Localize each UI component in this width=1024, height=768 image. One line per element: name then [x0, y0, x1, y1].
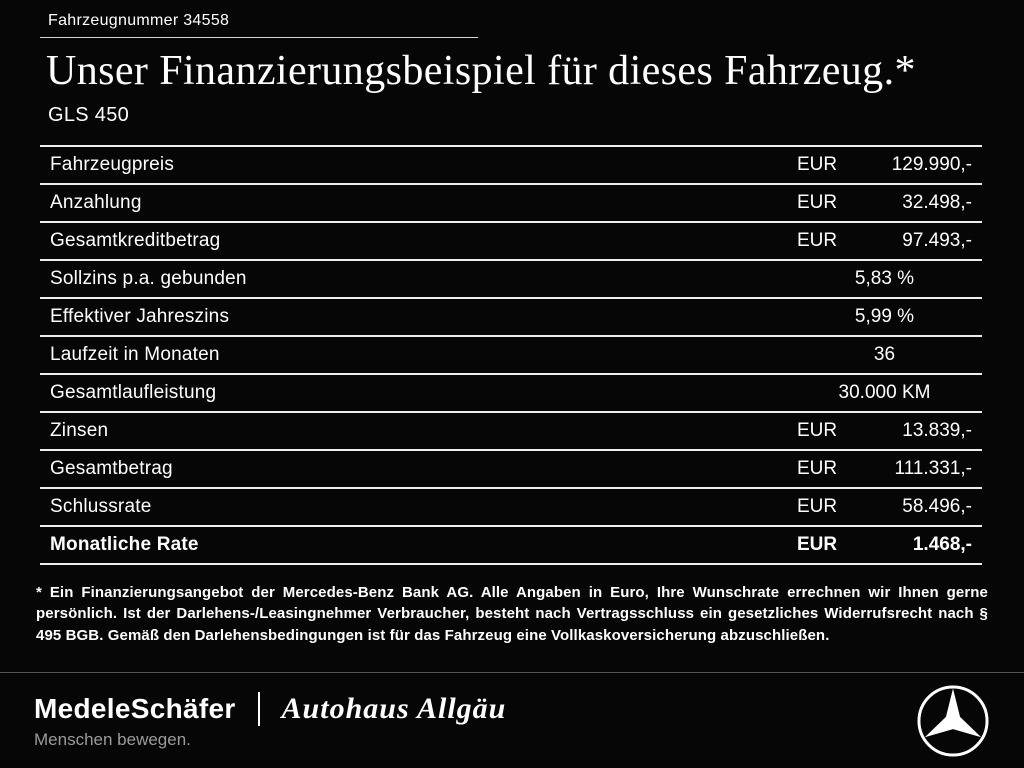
table-row: Gesamtbetrag EUR 111.331,-	[40, 451, 982, 490]
footer: MedeleSchäfer Autohaus Allgäu Menschen b…	[0, 672, 1024, 768]
row-value: 30.000 KM	[838, 382, 931, 404]
table-row: Sollzins p.a. gebunden 5,83 %	[40, 261, 982, 300]
dealer-logo-medeleschaefer: MedeleSchäfer	[34, 692, 236, 724]
vehicle-number: Fahrzeugnummer 34558	[40, 12, 478, 38]
table-row: Effektiver Jahreszins 5,99 %	[40, 299, 982, 338]
row-value: 5,83 %	[854, 268, 915, 290]
row-currency: EUR	[797, 230, 838, 252]
row-value: 58.496,-	[902, 496, 972, 518]
table-row: Fahrzeugpreis EUR 129.990,-	[40, 147, 982, 186]
row-label: Gesamtkreditbetrag	[50, 230, 221, 252]
finance-table: Fahrzeugpreis EUR 129.990,- Anzahlung EUR…	[40, 145, 982, 566]
row-label: Fahrzeugpreis	[50, 154, 175, 176]
row-currency: EUR	[797, 534, 838, 556]
row-label: Gesamtbetrag	[50, 458, 173, 480]
row-value: 13.839,-	[902, 420, 972, 442]
row-currency: EUR	[797, 496, 838, 518]
row-label: Sollzins p.a. gebunden	[50, 268, 247, 290]
row-label: Monatliche Rate	[50, 534, 199, 556]
row-currency: EUR	[797, 420, 838, 442]
row-label: Effektiver Jahreszins	[50, 306, 230, 328]
table-row: Schlussrate EUR 58.496,-	[40, 489, 982, 528]
mercedes-star-icon	[916, 684, 990, 758]
dealer-logo-autohaus-allgaeu: Autohaus Allgäu	[281, 691, 507, 725]
table-row-monthly-rate: Monatliche Rate EUR 1.468,-	[40, 527, 982, 566]
row-label: Anzahlung	[50, 192, 142, 214]
dealer-tagline: Menschen bewegen.	[34, 729, 191, 749]
table-row: Zinsen EUR 13.839,-	[40, 413, 982, 452]
vehicle-model: GLS 450	[48, 104, 130, 127]
table-row: Gesamtkreditbetrag EUR 97.493,-	[40, 223, 982, 262]
row-currency: EUR	[797, 458, 838, 480]
row-label: Laufzeit in Monaten	[50, 344, 220, 366]
page-title: Unser Finanzierungsbeispiel für dieses F…	[46, 48, 916, 94]
row-value: 1.468,-	[912, 534, 972, 556]
row-label: Zinsen	[50, 420, 109, 442]
table-row: Anzahlung EUR 32.498,-	[40, 185, 982, 224]
header: Fahrzeugnummer 34558 Unser Finanzierungs…	[0, 0, 1024, 127]
row-currency: EUR	[797, 192, 838, 214]
row-value: 5,99 %	[854, 306, 915, 328]
row-value: 111.331,-	[894, 458, 972, 480]
row-label: Schlussrate	[50, 496, 152, 518]
row-value: 36	[873, 344, 896, 366]
row-currency: EUR	[797, 154, 838, 176]
row-label: Gesamtlaufleistung	[50, 382, 217, 404]
finance-footnote: * Ein Finanzierungsangebot der Mercedes-…	[36, 584, 988, 644]
table-row: Gesamtlaufleistung 30.000 KM	[40, 375, 982, 414]
dealer-logos: MedeleSchäfer Autohaus Allgäu Menschen b…	[34, 691, 507, 750]
row-value: 32.498,-	[902, 192, 972, 214]
row-value: 129.990,-	[891, 154, 972, 176]
row-value: 97.493,-	[902, 230, 972, 252]
table-row: Laufzeit in Monaten 36	[40, 337, 982, 376]
logo-divider	[257, 691, 260, 726]
